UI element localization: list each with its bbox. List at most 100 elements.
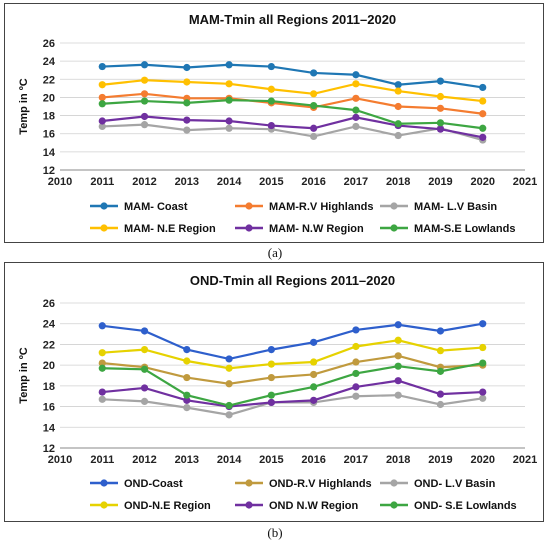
x-tick-label: 2010 [48,176,72,188]
x-tick-label: 2020 [470,454,494,466]
data-point [310,396,318,404]
data-point [183,391,191,399]
data-point [140,397,149,405]
x-tick-label: 2011 [90,454,114,466]
data-point [394,81,402,89]
legend-swatch-marker [100,202,108,210]
data-point [98,122,106,131]
data-point [98,100,106,108]
legend-label: MAM-S.E Lowlands [414,223,515,235]
data-point [352,113,360,121]
y-tick-label: 16 [43,129,55,141]
data-point [436,77,445,85]
data-point [183,99,191,107]
data-point [436,327,445,335]
chart-title: OND-Tmin all Regions 2011–2020 [190,273,395,288]
data-point [394,131,402,140]
data-point [310,358,318,366]
y-tick-label: 26 [43,298,55,310]
x-tick-label: 2013 [175,454,199,466]
data-point [140,90,149,98]
series-line [102,63,483,89]
data-point [352,342,360,351]
data-point [267,97,275,105]
x-tick-label: 2012 [132,176,156,188]
legend-label: MAM- L.V Basin [414,201,497,213]
series-line [102,322,483,361]
y-tick-label: 14 [43,147,56,159]
data-point [267,391,275,399]
data-point [140,76,149,84]
data-point [225,124,233,132]
data-point [310,338,318,346]
y-tick-label: 16 [43,402,55,414]
x-tick-label: 2016 [301,176,325,188]
legend-label: MAM-R.V Highlands [269,201,374,213]
data-point [225,61,233,69]
data-point [394,352,402,360]
legend-swatch-marker [100,224,108,232]
x-tick-label: 2015 [259,176,283,188]
series-line [102,115,483,139]
caption-a: (a) [267,245,283,260]
data-point [225,411,233,419]
x-tick-label: 2017 [344,454,368,466]
data-point [140,97,149,105]
y-tick-label: 20 [43,360,55,372]
x-tick-label: 2014 [217,176,242,188]
data-point [183,63,191,72]
data-point [479,394,487,402]
legend-label: OND- S.E Lowlands [414,500,517,512]
data-point [436,347,445,355]
data-point [140,384,149,392]
data-point [140,112,149,121]
data-point [310,370,318,379]
x-tick-label: 2015 [259,454,283,466]
x-tick-label: 2018 [386,454,410,466]
data-point [225,401,233,410]
data-point [352,94,360,102]
data-point [183,357,191,365]
data-point [267,62,275,71]
data-point [225,355,233,363]
data-point [98,359,106,367]
data-point [394,391,402,399]
data-point [352,369,360,378]
data-point [140,365,149,373]
x-tick-label: 2019 [428,454,452,466]
legend-label: MAM- N.W Region [269,223,364,235]
data-point [310,124,318,132]
x-tick-label: 2021 [513,454,537,466]
data-point [436,367,445,375]
x-tick-label: 2019 [428,176,452,188]
x-tick-label: 2021 [513,176,537,188]
data-point [140,121,149,129]
data-point [267,373,275,382]
data-point [479,388,487,396]
x-tick-label: 2017 [344,176,368,188]
data-point [352,80,360,88]
data-point [98,322,106,330]
data-point [479,110,487,118]
legend-label: MAM- Coast [124,201,188,213]
series-line [102,354,483,385]
legend-swatch-marker [390,501,398,509]
series-line [102,79,483,103]
y-tick-label: 18 [43,381,55,393]
data-point [394,321,402,329]
data-point [479,320,487,328]
x-tick-label: 2013 [175,176,199,188]
series-line [102,361,483,407]
data-point [394,120,402,128]
data-point [225,80,233,88]
legend-label: OND- L.V Basin [414,478,496,490]
data-point [225,380,233,388]
data-point [394,336,402,344]
legend-swatch-marker [245,501,253,509]
y-tick-label: 18 [43,111,55,123]
x-tick-label: 2016 [301,454,325,466]
legend-label: OND-Coast [124,478,183,490]
legend-swatch-marker [100,479,108,487]
data-point [479,97,487,105]
data-point [436,104,445,112]
